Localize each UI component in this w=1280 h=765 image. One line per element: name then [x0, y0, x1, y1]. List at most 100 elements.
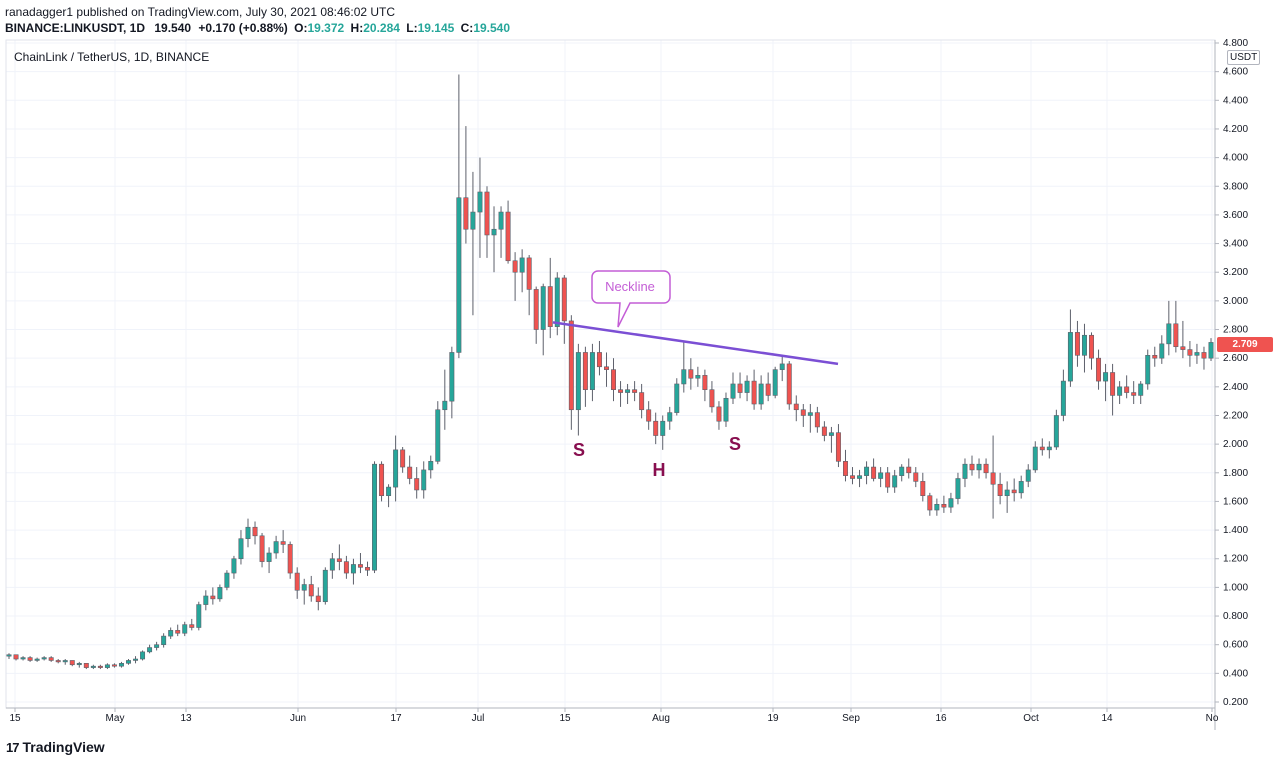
candle-body	[329, 558, 335, 571]
candle-body	[660, 420, 666, 436]
price-tick-label: 3.400	[1223, 239, 1248, 250]
bearish-candle	[69, 660, 75, 667]
bullish-candle	[491, 206, 497, 273]
bearish-candle	[1201, 346, 1207, 370]
bullish-candle	[667, 406, 673, 430]
candle-body	[688, 369, 694, 379]
bearish-candle	[751, 369, 757, 410]
bullish-candle	[154, 641, 160, 651]
candle-body	[477, 191, 483, 213]
price-tick-label: 1.400	[1223, 525, 1248, 536]
candle-body	[751, 380, 757, 405]
bullish-candle	[266, 547, 272, 574]
bearish-candle	[13, 654, 19, 661]
price-tick-label: 1.000	[1223, 582, 1248, 593]
candle-body	[252, 526, 258, 537]
candle-body	[1180, 346, 1186, 350]
candle-body	[154, 644, 160, 648]
bullish-candle	[1117, 381, 1123, 405]
candle-body	[1152, 355, 1158, 359]
bullish-candle	[955, 472, 961, 505]
bearish-candle	[315, 587, 321, 611]
price-tick-label: 4.600	[1223, 67, 1248, 78]
price-tick-label: 2.600	[1223, 353, 1248, 364]
candle-body	[646, 409, 652, 422]
candle-body	[83, 663, 89, 668]
candle-body	[955, 478, 961, 499]
bearish-candle	[379, 461, 385, 502]
candle-body	[357, 564, 363, 568]
bearish-candle	[189, 618, 195, 631]
bearish-candle	[582, 346, 588, 407]
bearish-candle	[716, 401, 722, 430]
bearish-candle	[210, 587, 216, 605]
price-tick-label: 2.000	[1223, 439, 1248, 450]
bullish-candle	[428, 455, 434, 479]
candle-body	[709, 389, 715, 408]
bullish-candle	[1060, 369, 1066, 422]
price-tick-label: 4.200	[1223, 124, 1248, 135]
bullish-candle	[372, 461, 377, 574]
candle-body	[997, 483, 1003, 497]
candle-body	[133, 658, 139, 661]
bullish-candle	[962, 458, 968, 488]
bullish-candle	[1194, 343, 1200, 364]
bearish-candle	[83, 663, 89, 670]
bearish-candle	[259, 532, 265, 568]
candle-body	[1166, 323, 1172, 345]
price-tick-label: 3.000	[1223, 296, 1248, 307]
bearish-candle	[526, 255, 532, 316]
bearish-candle	[1187, 340, 1193, 367]
currency-unit-badge[interactable]: USDT	[1227, 50, 1261, 65]
bullish-candle	[322, 567, 328, 605]
bearish-candle	[357, 553, 363, 574]
candle-body	[892, 475, 898, 488]
candle-body	[421, 469, 427, 491]
bullish-candle	[695, 366, 701, 387]
bullish-candle	[393, 435, 399, 502]
candle-body	[449, 352, 455, 402]
candle-body	[1039, 446, 1045, 451]
bullish-candle	[421, 461, 427, 499]
candle-body	[203, 595, 209, 605]
bullish-candle	[575, 343, 581, 436]
candle-body	[920, 481, 926, 497]
last-price: 19.540	[154, 21, 192, 35]
head-label: H	[653, 460, 666, 480]
candle-body	[231, 558, 237, 574]
bullish-candle	[899, 464, 905, 482]
candle-body	[899, 466, 905, 476]
bullish-candle	[477, 157, 483, 258]
bullish-candle	[1018, 475, 1024, 499]
candle-body	[1145, 355, 1151, 385]
symbol-label: BINANCE:LINKUSDT, 1D	[5, 21, 146, 35]
bearish-candle	[814, 406, 820, 433]
candle-body	[259, 535, 265, 562]
bullish-candle	[34, 657, 40, 662]
bearish-candle	[596, 340, 602, 376]
bearish-candle	[1089, 332, 1094, 370]
candle-body	[168, 630, 174, 637]
bullish-candle	[203, 590, 209, 611]
candle-body	[589, 352, 595, 390]
tradingview-logo[interactable]: 17 TradingView	[6, 739, 105, 755]
candle-body	[653, 420, 659, 436]
candle-body	[379, 463, 385, 497]
bearish-candle	[913, 467, 919, 488]
candle-body	[1201, 352, 1207, 359]
bullish-candle	[1138, 381, 1144, 405]
candle-body	[386, 486, 392, 497]
bearish-candle	[688, 358, 694, 390]
candle-body	[568, 320, 574, 411]
bullish-candle	[1159, 335, 1165, 364]
candle-body	[1131, 392, 1137, 396]
candle-body	[554, 277, 560, 327]
candle-body	[716, 406, 722, 422]
candle-body	[308, 584, 314, 597]
bearish-candle	[400, 446, 406, 473]
candle-body	[779, 363, 785, 370]
close-value: 19.540	[473, 21, 511, 35]
candle-body	[843, 461, 848, 476]
candle-body	[217, 587, 223, 600]
